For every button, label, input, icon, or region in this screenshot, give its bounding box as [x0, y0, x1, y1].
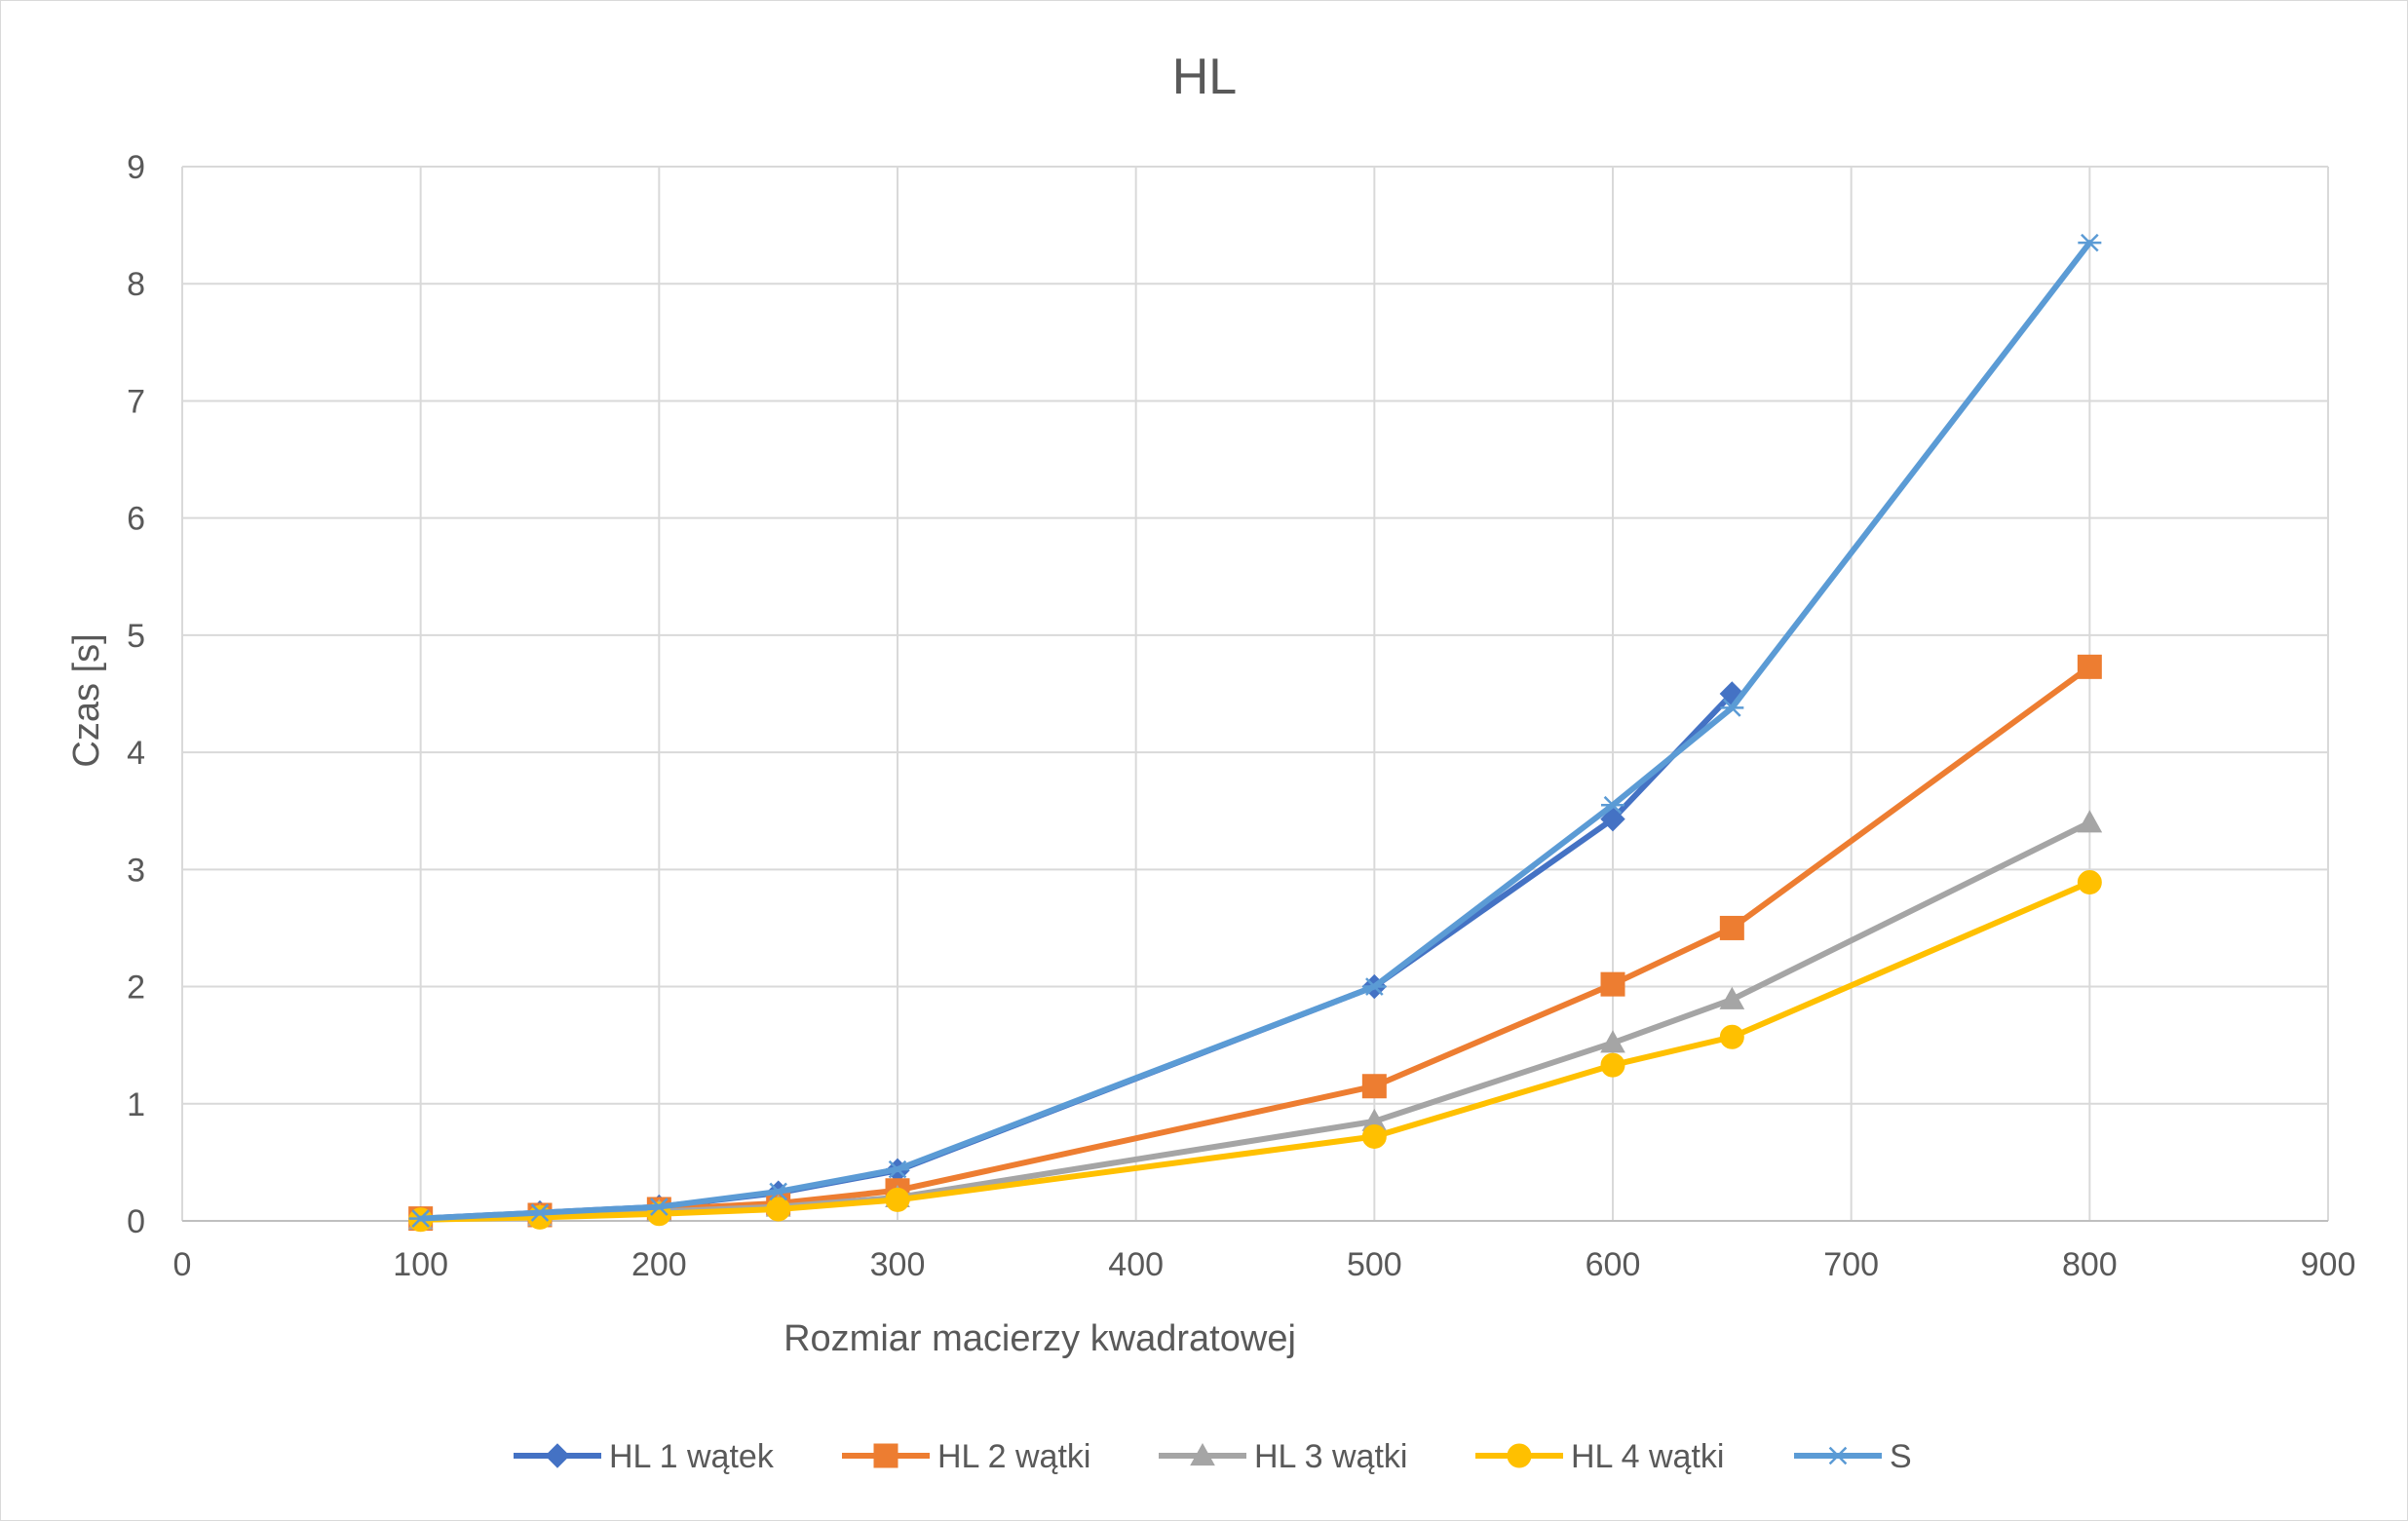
x-tick-label: 800 [2062, 1246, 2118, 1283]
legend-label: HL 2 wątki [937, 1438, 1090, 1475]
data-point [2077, 654, 2102, 679]
series-line [417, 664, 2093, 1222]
y-tick-label: 1 [127, 1086, 145, 1123]
x-axis-title: Rozmiar macierzy kwadratowej [784, 1318, 1296, 1359]
y-tick-label: 6 [127, 501, 145, 538]
legend-marker [1826, 1446, 1850, 1465]
legend-label: HL 3 wątki [1254, 1438, 1407, 1475]
x-tick-label: 500 [1347, 1246, 1402, 1283]
x-tick-label: 100 [393, 1246, 448, 1283]
y-tick-label: 7 [127, 383, 145, 420]
data-point [1361, 1123, 1387, 1149]
legend-label: S [1890, 1438, 1912, 1475]
x-tick-label: 600 [1586, 1246, 1641, 1283]
legend: HL 1 wątek HL 2 wątki HL 3 wątki HL 4 wątki… [514, 1438, 1912, 1475]
y-axis-title: Czas [s] [66, 633, 107, 767]
data-point [1362, 977, 1387, 996]
series-line [417, 819, 2093, 1223]
data-point [1600, 971, 1625, 997]
y-tick-label: 8 [127, 266, 145, 303]
series-group [407, 233, 2103, 1233]
data-point [1720, 699, 1744, 717]
data-point [1601, 795, 1624, 815]
data-point [2077, 870, 2102, 895]
chart-title: HL [1172, 49, 1237, 105]
y-tick-label: 3 [127, 852, 145, 889]
axes: 0 100 200 300 400 500 600 700 800 900 0 1 2 3 4 5 6 7 8 9 [127, 149, 2355, 1283]
legend-label: HL 4 wątki [1571, 1438, 1724, 1475]
series-line [417, 691, 1736, 1222]
data-point [1719, 915, 1744, 940]
series-1 [407, 681, 1745, 1232]
data-point [1719, 986, 1745, 1009]
legend-marker [1507, 1443, 1532, 1468]
legend-item: S [1794, 1438, 1912, 1475]
data-point [647, 1198, 671, 1216]
y-tick-label: 5 [127, 618, 145, 655]
gridlines [181, 166, 2329, 1222]
data-point [1600, 1030, 1625, 1053]
series-line [417, 240, 2093, 1222]
y-tick-label: 9 [127, 149, 145, 186]
data-point [1719, 1024, 1744, 1049]
y-tick-label: 2 [127, 970, 145, 1007]
series-5 [408, 233, 2102, 1228]
data-point [2078, 233, 2102, 252]
series-3 [407, 810, 2103, 1230]
data-point [885, 1187, 910, 1212]
x-tick-label: 700 [1823, 1246, 1879, 1283]
x-tick-label: 200 [631, 1246, 687, 1283]
x-tick-label: 0 [173, 1246, 192, 1283]
data-point [1600, 1052, 1625, 1078]
legend-item: HL 4 wątki [1475, 1438, 1724, 1475]
legend-marker [873, 1443, 898, 1468]
y-tick-label: 4 [127, 735, 145, 772]
data-point [408, 1209, 433, 1228]
legend-label: HL 1 wątek [609, 1438, 775, 1475]
legend-item: HL 2 wątki [842, 1438, 1090, 1475]
data-point [766, 1182, 790, 1201]
series-4 [408, 870, 2102, 1233]
legend-item: HL 3 wątki [1159, 1438, 1407, 1475]
x-tick-label: 400 [1108, 1246, 1164, 1283]
series-line [417, 879, 2093, 1223]
legend-item: HL 1 wątek [514, 1438, 775, 1475]
data-point [1600, 806, 1625, 832]
legend-marker [1190, 1442, 1215, 1466]
legend-marker [545, 1443, 570, 1468]
data-point [886, 1160, 909, 1179]
y-tick-label: 0 [127, 1203, 145, 1240]
data-point [528, 1203, 552, 1222]
data-point [527, 1204, 553, 1230]
x-tick-label: 300 [870, 1246, 926, 1283]
data-point [1361, 1074, 1387, 1099]
data-point [766, 1197, 791, 1222]
x-tick-label: 900 [2301, 1246, 2356, 1283]
data-point [2077, 810, 2103, 833]
